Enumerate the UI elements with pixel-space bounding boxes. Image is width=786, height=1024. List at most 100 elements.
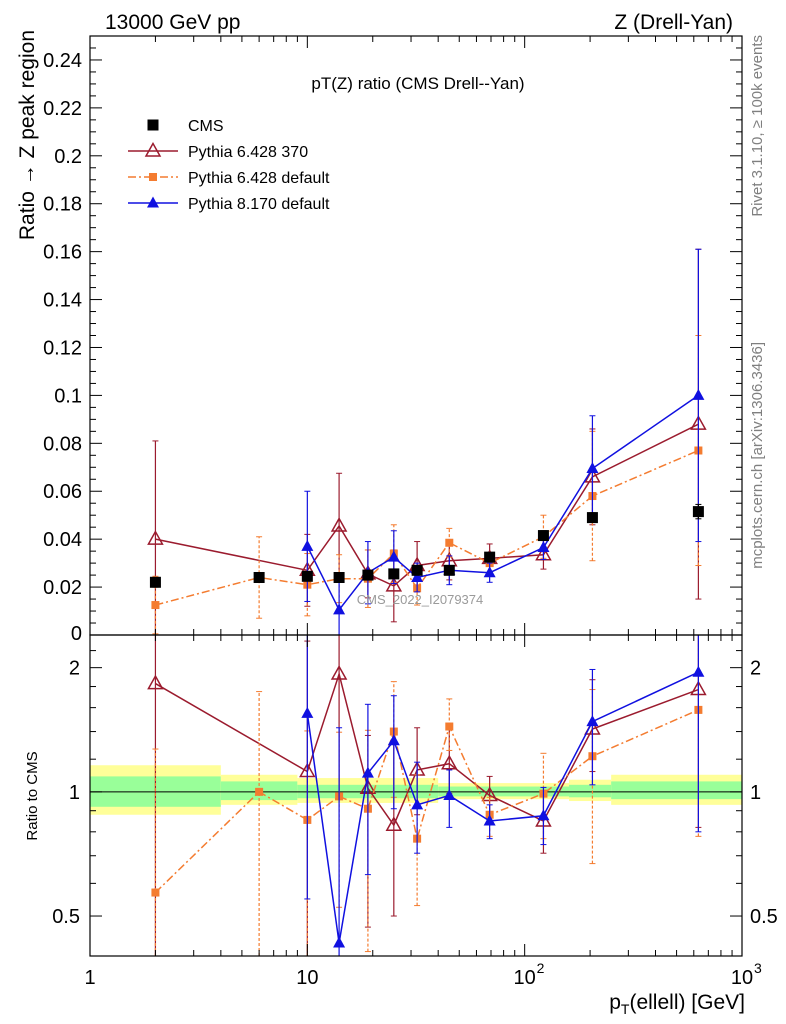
x-tick-label: 10 [514, 967, 536, 989]
main-data-point [411, 570, 424, 582]
main-y-tick-label: 0.02 [43, 577, 82, 599]
ratio-data-point [333, 936, 346, 948]
ratio-data-point [330, 665, 348, 680]
ratio-y-tick-label-right: 0.5 [750, 906, 778, 928]
ratio-series-line [154, 709, 699, 894]
ratio-data-point [147, 674, 164, 690]
legend-entry-3: Pythia 8.170 default [128, 196, 330, 213]
main-data-point [692, 506, 704, 518]
ratio-y-tick-label-right: 1 [750, 782, 761, 804]
main-data-point [253, 571, 265, 583]
main-data-point [443, 564, 455, 576]
main-series-1 [147, 248, 707, 635]
rivet-label: Rivet 3.1.10, ≥ 100k events [749, 35, 766, 217]
ratio-data-point [385, 816, 403, 831]
main-series-line [306, 394, 699, 612]
ratio-data-point [445, 722, 454, 731]
band-green-4 [569, 784, 612, 798]
legend-marker [144, 141, 162, 157]
main-y-tick-label: 0 [71, 623, 82, 645]
ratio-data-point [441, 754, 458, 770]
ratio-y-tick-label-left: 1 [69, 782, 80, 804]
legend: CMS Pythia 6.428 370 Pythia 6.428 default P… [128, 118, 330, 213]
main-data-point [151, 601, 160, 610]
main-y-tick-label: 0.04 [43, 529, 82, 551]
main-data-point [692, 388, 705, 400]
main-y-tick-label: 0.1 [54, 385, 82, 407]
legend-entry-1: Pythia 6.428 370 [128, 141, 308, 161]
main-data-point [411, 564, 423, 576]
main-y-tick-label: 0.24 [43, 50, 82, 72]
main-data-point [149, 576, 161, 588]
watermark: CMS_2022_I2079374 [357, 592, 484, 607]
ratio-data-point [411, 798, 424, 810]
ratio-data-point [361, 766, 374, 778]
main-data-point [301, 570, 313, 582]
x-tick-exponent: 2 [537, 960, 545, 976]
legend-label: Pythia 8.170 default [188, 196, 330, 213]
mcplots-label: mcplots.cern.ch [arXiv:1306.3436] [749, 342, 766, 569]
ratio-data-point [692, 665, 705, 677]
main-data-point [362, 569, 374, 581]
x-tick-label: 10 [296, 967, 318, 989]
ratio-y-tick-label-left: 2 [69, 658, 80, 680]
main-data-point [388, 568, 400, 580]
ratio-plot-frame [89, 634, 743, 957]
main-data-point [537, 541, 550, 553]
main-y-tick-label: 0.08 [43, 433, 82, 455]
legend-label: CMS [188, 118, 224, 135]
ratio-y-tick-label-left: 0.5 [52, 906, 80, 928]
main-data-point [483, 566, 496, 578]
legend-marker [149, 173, 157, 181]
main-y-tick-label: 0.18 [43, 194, 82, 216]
x-axis-label: pT(ellell) [GeV] [609, 991, 745, 1017]
ratio-data-point [151, 888, 160, 897]
header-right: Z (Drell-Yan) [614, 11, 733, 34]
ratio-series-line [306, 671, 699, 944]
legend-entry-2: Pythia 6.428 default [128, 170, 330, 187]
main-data-point [537, 530, 549, 542]
ratio-data-point [537, 809, 550, 821]
legend-marker [147, 119, 159, 131]
main-data-point [147, 530, 164, 545]
main-y-tick-label: 0.12 [43, 337, 82, 359]
axis-ticks: 1 10 10 2 10 30.020.040.060.080.10.120.140.16… [43, 36, 778, 989]
x-tick-label: 1 [84, 967, 95, 989]
ratio-series-2 [301, 635, 705, 956]
data-series [147, 248, 707, 956]
main-data-point [301, 539, 314, 551]
main-data-point [445, 538, 454, 547]
ratio-data-point [387, 734, 400, 746]
x-tick-exponent: 3 [754, 960, 762, 976]
main-series-2 [151, 335, 703, 635]
main-y-tick-label: 0.22 [43, 98, 82, 120]
main-y-tick-label: 0.2 [54, 146, 82, 168]
ratio-data-point [255, 787, 264, 796]
main-data-point [333, 571, 345, 583]
main-data-point [387, 550, 400, 562]
legend-label: Pythia 6.428 default [188, 170, 330, 187]
ratio-data-point [586, 715, 599, 727]
main-y-tick-label: 0.16 [43, 242, 82, 264]
main-series-0 [149, 503, 704, 588]
x-tick-label: 10 [731, 967, 753, 989]
main-data-point [333, 603, 346, 615]
main-data-point [330, 516, 348, 532]
band-green-5 [611, 781, 742, 800]
main-data-point [385, 576, 403, 592]
main-data-point [484, 551, 496, 563]
ratio-data-point [443, 788, 456, 800]
main-y-axis-label: Ratio → Z peak region [16, 30, 39, 240]
ratio-data-point [301, 706, 314, 718]
legend-label: Pythia 6.428 370 [188, 144, 308, 161]
main-y-tick-label: 0.14 [43, 290, 82, 312]
main-data-point [586, 461, 599, 473]
header-left: 13000 GeV pp [105, 11, 240, 34]
ratio-data-point [483, 814, 496, 826]
main-series-line [155, 449, 699, 606]
main-series-line [155, 423, 699, 587]
legend-entry-0: CMS [147, 118, 224, 135]
ratio-y-tick-label-right: 2 [750, 658, 761, 680]
chart-title: pT(Z) ratio (CMS Drell--Yan) [311, 74, 524, 93]
